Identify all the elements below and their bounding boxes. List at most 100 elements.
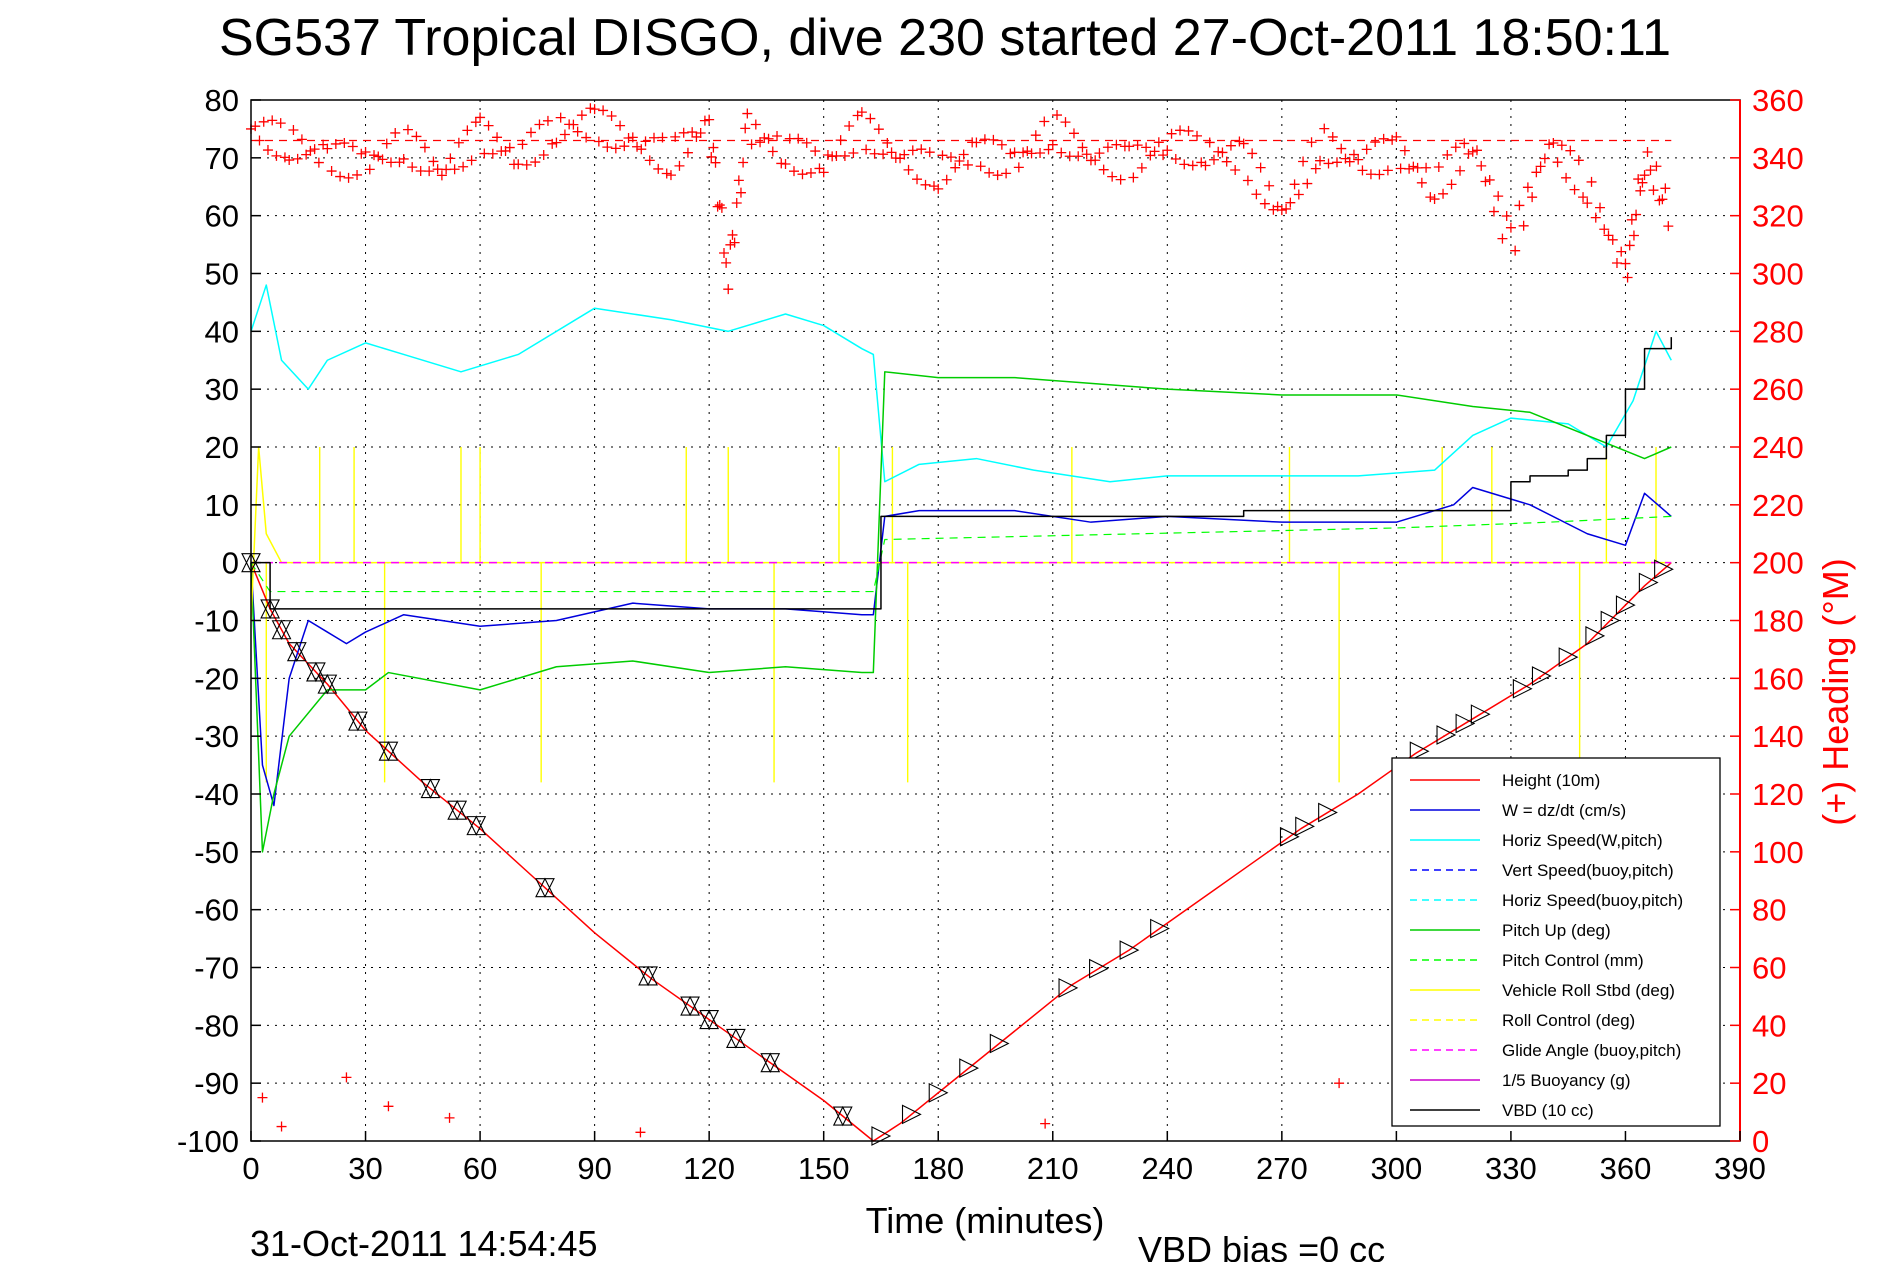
y-right-tick-label: 140 — [1752, 719, 1804, 754]
heading-point — [296, 134, 307, 145]
heading-point — [933, 183, 944, 194]
y-right-tick-label: 160 — [1752, 661, 1804, 696]
heading-point — [1586, 176, 1597, 187]
heading-point — [649, 132, 660, 143]
heading-point — [1124, 141, 1135, 152]
heading-point — [415, 165, 426, 176]
heading-point — [1158, 150, 1169, 161]
heading-point — [1446, 179, 1457, 190]
legend-entry: Roll Control (deg) — [1502, 1011, 1635, 1030]
y-tick-label: -40 — [194, 777, 239, 812]
heading-point — [288, 125, 299, 136]
x-tick-label: 90 — [577, 1151, 611, 1186]
height-marker — [260, 598, 280, 620]
height-marker — [306, 661, 326, 683]
series-line — [250, 371, 1672, 853]
heading-point — [576, 110, 587, 121]
y-right-tick-label: 320 — [1752, 199, 1804, 234]
heading-point — [610, 143, 621, 154]
heading-point — [899, 149, 910, 160]
heading-point — [1077, 142, 1088, 153]
heading-point — [878, 149, 889, 160]
heading-point — [788, 166, 799, 177]
heading-point — [1334, 1078, 1345, 1089]
heading-point — [458, 161, 469, 172]
heading-point — [377, 154, 388, 165]
heading-point — [1035, 148, 1046, 159]
heading-point — [903, 164, 914, 175]
y-tick-label: 10 — [205, 488, 239, 523]
heading-point — [1663, 221, 1674, 232]
heading-point — [466, 155, 477, 166]
heading-point — [1493, 191, 1504, 202]
heading-point — [492, 132, 503, 143]
heading-point — [1370, 137, 1381, 148]
heading-point — [1514, 200, 1525, 211]
heading-point — [941, 174, 952, 185]
heading-point — [916, 144, 927, 155]
heading-point — [704, 114, 715, 125]
legend-entry: 1/5 Buoyancy (g) — [1502, 1071, 1631, 1090]
height-marker — [959, 1058, 980, 1079]
heading-point — [1484, 174, 1495, 185]
legend-entry: Pitch Control (mm) — [1502, 951, 1644, 970]
heading-point — [326, 166, 337, 177]
heading-point — [1639, 170, 1650, 181]
heading-point — [742, 108, 753, 119]
heading-point — [1310, 163, 1321, 174]
height-marker — [317, 673, 338, 695]
heading-point — [1395, 163, 1406, 174]
heading-point — [950, 162, 961, 173]
heading-point — [1238, 138, 1249, 149]
footer-timestamp: 31-Oct-2011 14:54:45 — [250, 1223, 598, 1262]
heading-point — [729, 237, 740, 248]
chart-title: SG537 Tropical DISGO, dive 230 started 2… — [219, 9, 1671, 67]
height-marker — [1409, 741, 1430, 762]
heading-point — [250, 121, 261, 132]
heading-point — [1204, 137, 1215, 148]
heading-point — [1230, 164, 1241, 175]
heading-point — [661, 168, 672, 179]
heading-point — [1018, 147, 1029, 158]
heading-point — [1298, 156, 1309, 167]
legend-box — [1391, 757, 1721, 1127]
heading-point — [1009, 147, 1020, 158]
heading-point — [1607, 234, 1618, 245]
series-line — [250, 515, 1672, 593]
height-marker — [1531, 666, 1552, 686]
heading-point — [343, 172, 354, 183]
height-marker — [420, 778, 441, 799]
y-tick-label: 0 — [222, 546, 239, 581]
heading-point — [1348, 149, 1359, 160]
heading-point — [699, 115, 710, 126]
heading-point — [262, 145, 273, 156]
heading-point — [1416, 177, 1427, 188]
heading-point — [632, 141, 643, 152]
heading-point — [356, 148, 367, 159]
heading-point — [1382, 165, 1393, 176]
heading-point — [1561, 172, 1572, 183]
y-right-tick-label: 40 — [1752, 1008, 1786, 1043]
heading-point — [360, 146, 371, 157]
heading-point — [1552, 157, 1563, 168]
y-tick-label: -30 — [194, 719, 239, 754]
heading-point — [1535, 161, 1546, 172]
y-right-tick-label: 100 — [1752, 835, 1804, 870]
heading-point — [708, 142, 719, 153]
heading-point — [1319, 123, 1330, 134]
legend-entry: Horiz Speed(buoy,pitch) — [1502, 891, 1683, 910]
heading-point — [873, 124, 884, 135]
heading-point — [992, 170, 1003, 181]
height-marker — [466, 815, 487, 836]
heading-point — [869, 148, 880, 159]
heading-point — [670, 131, 681, 142]
heading-point — [330, 138, 341, 149]
y-right-tick-label: 240 — [1752, 430, 1804, 465]
axis-ticks: 0 30 60 90 120 150 180 210 240 270 300 330 360 390807… — [177, 83, 1804, 1186]
heading-point — [1030, 130, 1041, 141]
heading-point — [975, 161, 986, 172]
height-marker — [928, 1082, 949, 1103]
heading-point — [504, 142, 515, 153]
heading-point — [602, 142, 613, 153]
